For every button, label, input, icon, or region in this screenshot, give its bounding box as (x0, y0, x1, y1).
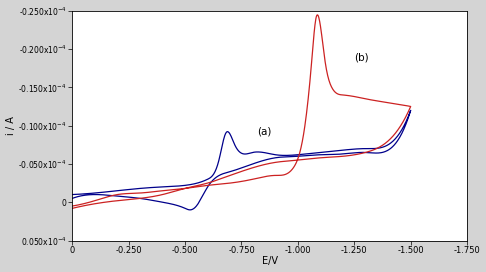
X-axis label: E/V: E/V (261, 256, 278, 267)
Y-axis label: i / A: i / A (5, 116, 16, 135)
Text: (a): (a) (257, 127, 272, 137)
Text: (b): (b) (354, 52, 369, 63)
